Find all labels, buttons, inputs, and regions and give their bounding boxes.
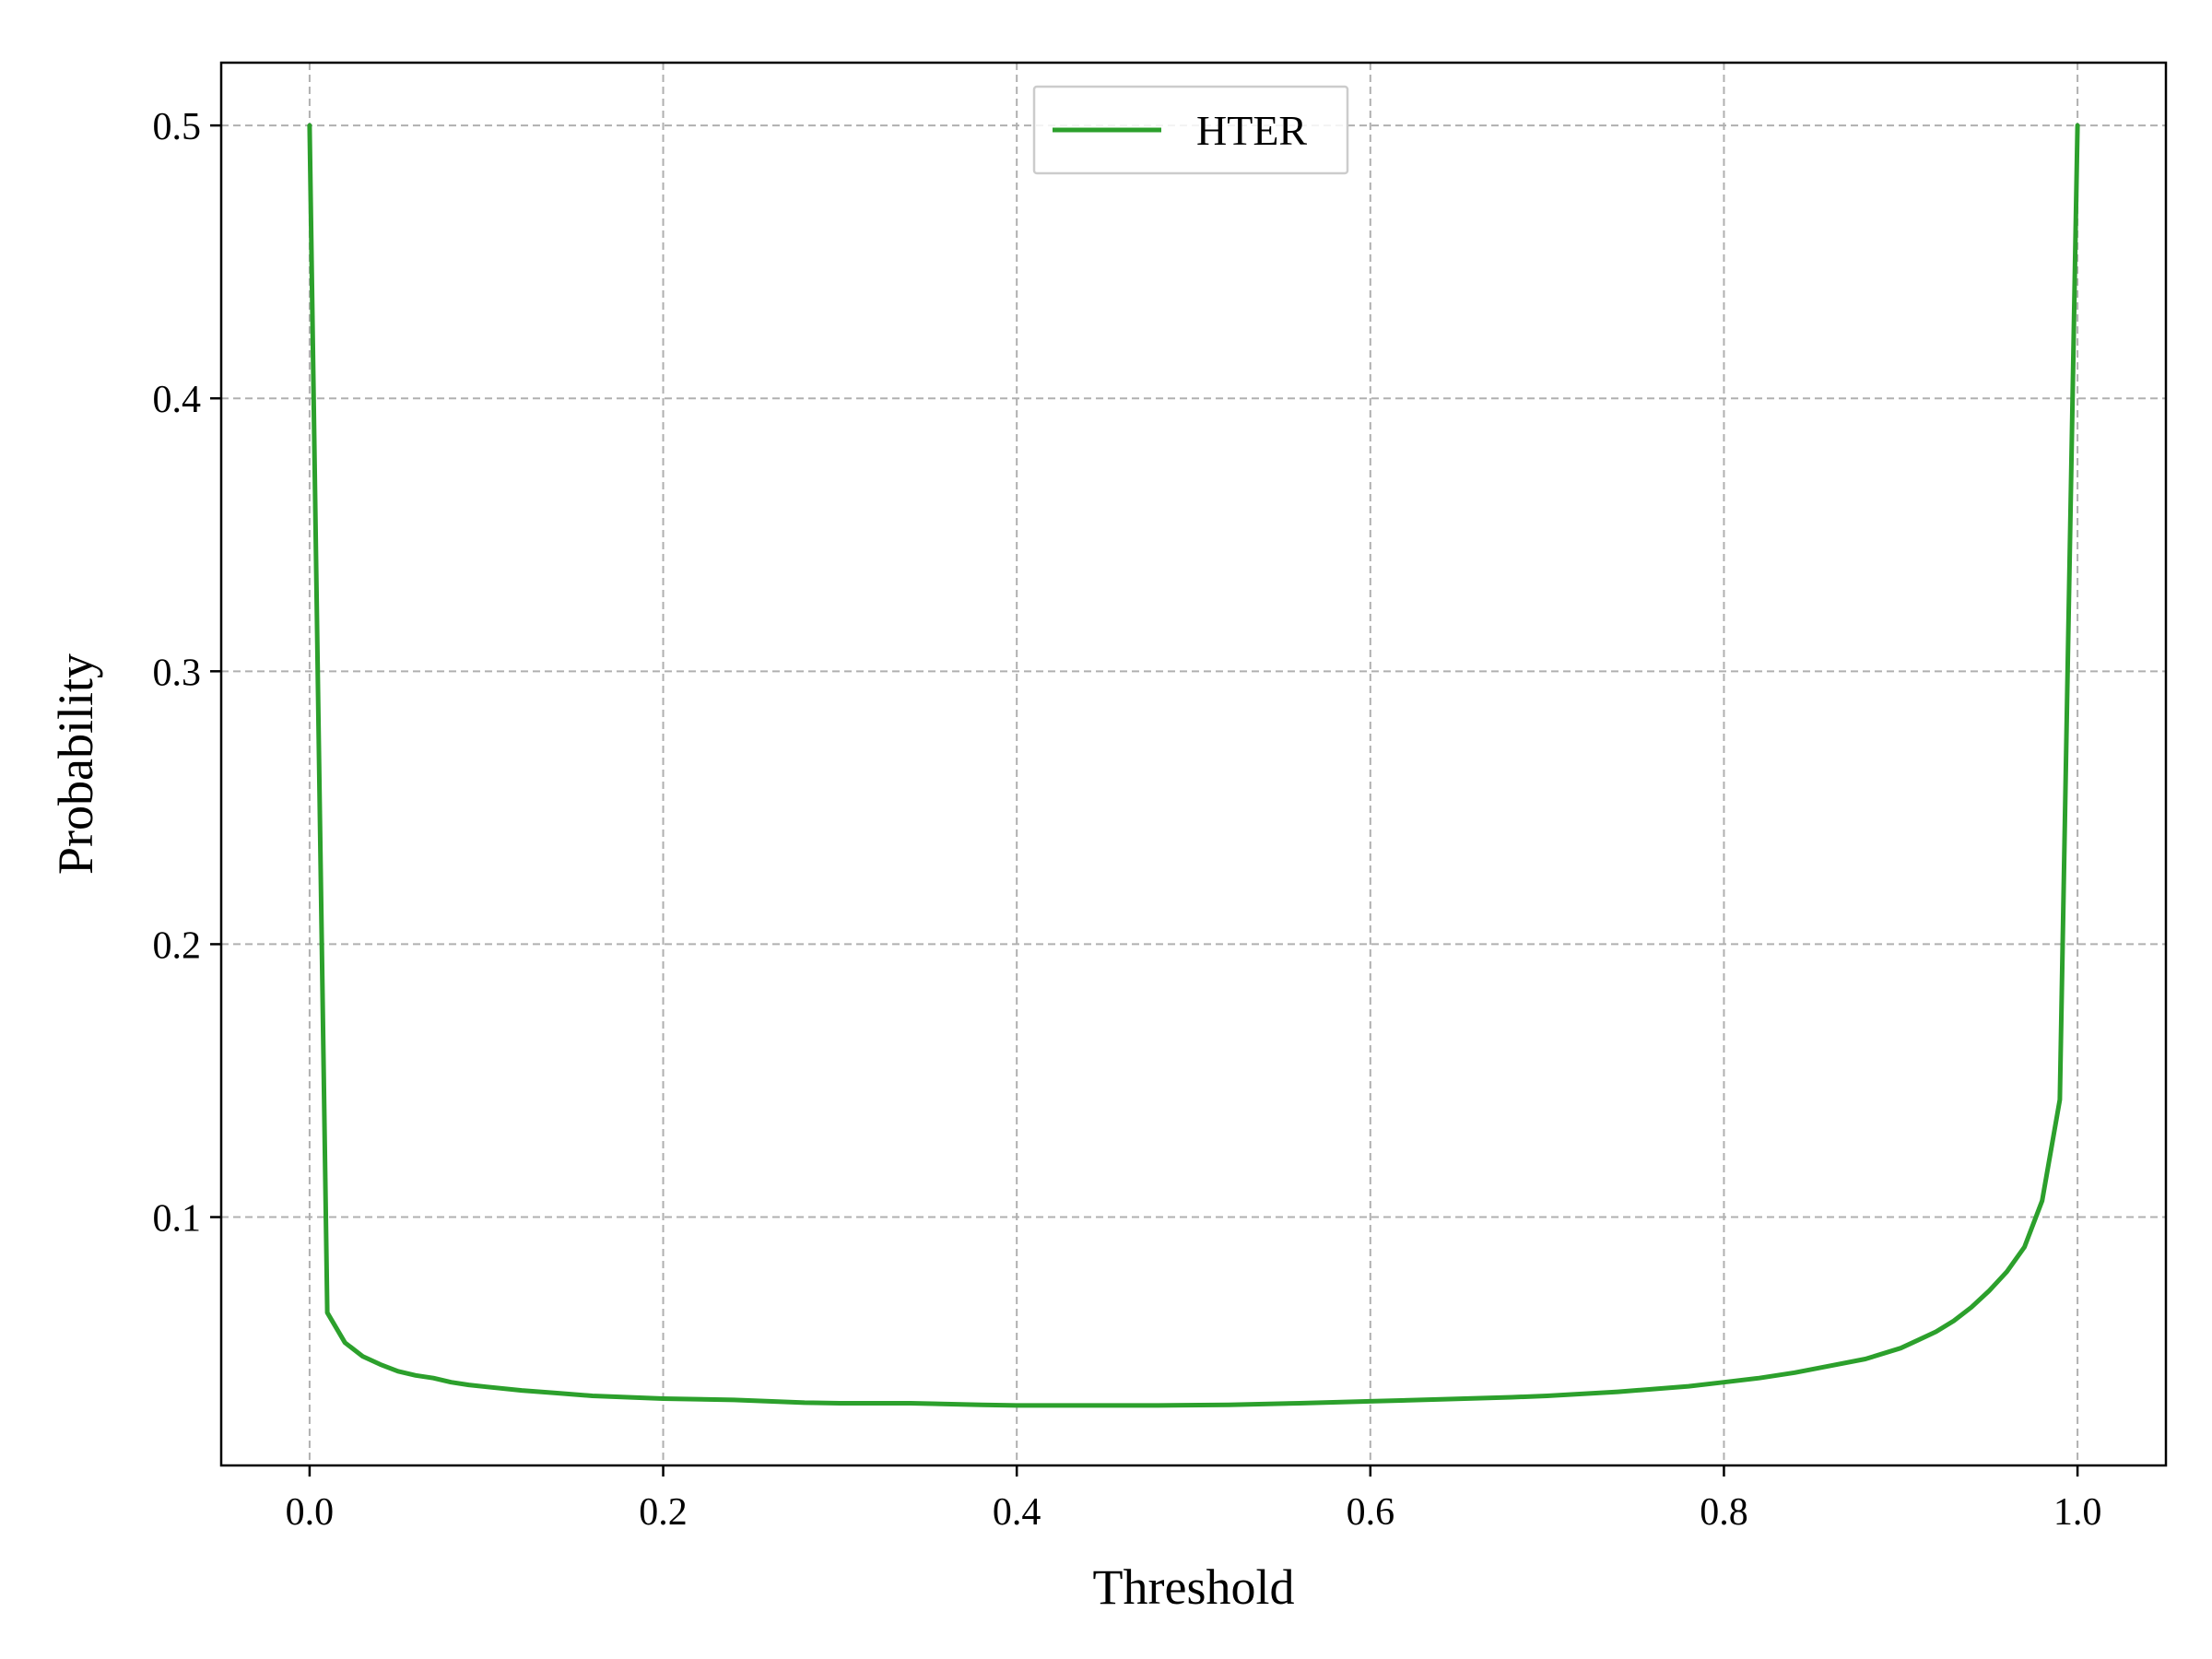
legend-box	[1032, 85, 1349, 175]
y-tick-label: 0.2	[153, 924, 202, 967]
legend: HTER	[1032, 85, 1349, 175]
x-tick-label: 0.6	[1347, 1491, 1395, 1534]
x-axis-label: Threshold	[1093, 1559, 1295, 1615]
grid	[221, 63, 2166, 1465]
x-tick-label: 0.8	[1700, 1491, 1748, 1534]
series-layer	[307, 123, 2080, 1408]
x-tick-label: 0.4	[993, 1491, 1041, 1534]
y-tick-label: 0.5	[153, 106, 202, 148]
series-line-hter	[307, 123, 2080, 1408]
plot-frame	[219, 61, 2168, 1467]
x-tick-label: 1.0	[2053, 1491, 2102, 1534]
y-axis-label: Probability	[48, 653, 103, 875]
ticks: 0.0 0.2 0.4 0.6 0.8 1.0 0.1 0.2 0.3 0.4 0.5	[153, 106, 2102, 1534]
x-tick-label: 0.0	[286, 1491, 335, 1534]
y-tick-label: 0.4	[153, 379, 202, 421]
legend-label: HTER	[1196, 107, 1307, 154]
y-tick-label: 0.3	[153, 652, 202, 694]
x-tick-label: 0.2	[639, 1491, 688, 1534]
y-tick-label: 0.1	[153, 1198, 202, 1241]
